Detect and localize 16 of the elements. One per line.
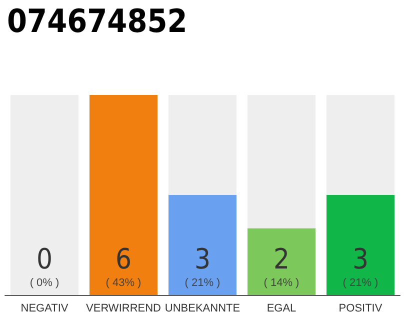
x-tick-label: VERWIRREND <box>86 302 162 314</box>
data-label: 3 <box>352 242 369 276</box>
x-tick-label: UNBEKANNTE <box>164 302 240 314</box>
annotation: ( 43% ) <box>106 277 142 289</box>
x-tick-label: EGAL <box>266 302 296 314</box>
annotation: ( 14% ) <box>264 277 300 289</box>
data-label: 6 <box>115 242 132 276</box>
data-label: 3 <box>194 242 211 276</box>
data-label: 2 <box>273 242 290 276</box>
chart-title: 074674852 <box>7 2 188 40</box>
annotation: ( 21% ) <box>342 277 378 289</box>
x-tick-label: NEGATIV <box>20 302 69 314</box>
x-tick-label: POSITIV <box>338 302 383 314</box>
annotation: ( 21% ) <box>184 277 220 289</box>
data-label: 0 <box>36 242 53 276</box>
annotation: ( 0% ) <box>30 277 60 289</box>
